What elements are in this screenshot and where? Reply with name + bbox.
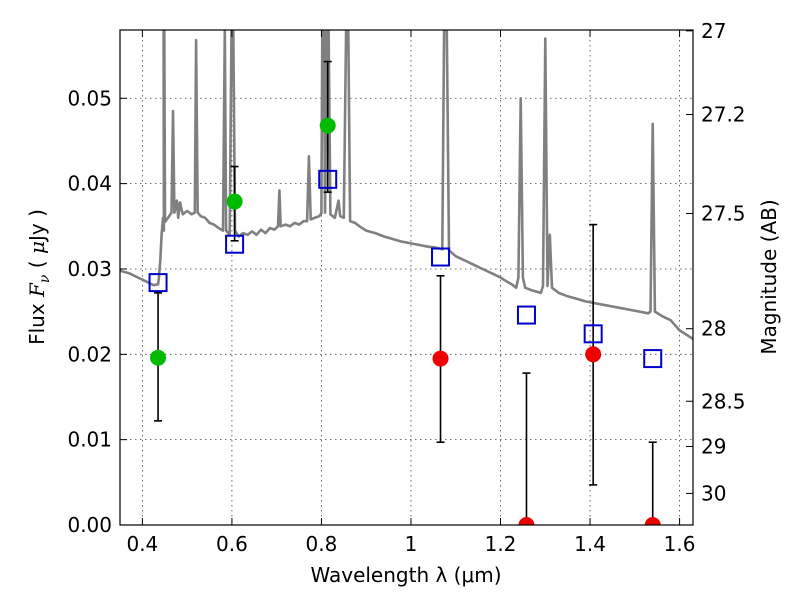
y-tick-label: 0.04 [67,172,112,196]
x-tick-label: 0.4 [126,532,158,556]
right-tick-label: 28.5 [701,389,746,413]
detection-point [319,117,336,134]
x-tick-label: 1 [405,532,418,556]
nondetection-point [585,346,602,363]
model-square [643,349,663,369]
right-tick-label: 30 [701,481,726,505]
nondetection-point [644,517,661,525]
x-tick-label: 1.6 [664,532,696,556]
y-tick-label: 0.01 [67,428,112,452]
right-tick-label: 29 [701,434,726,458]
x-tick-label: 1.4 [574,532,606,556]
x-tick-label: 0.8 [306,532,338,556]
detection-point [150,349,167,366]
model-square [583,324,603,344]
x-tick-label: 0.6 [216,532,248,556]
model-square [225,234,245,254]
spectrum-line [120,30,693,340]
y-axis-label: Flux Fν ( μJy ) [25,209,53,345]
y-label-part: ν [37,274,53,283]
right-axis-label: Magnitude (AB) [757,199,781,354]
model-square [148,273,168,293]
right-tick-label: 27.2 [701,102,746,126]
right-tick-label: 28 [701,317,726,341]
y-tick-label: 0.02 [67,342,112,366]
detection-point [226,193,243,210]
y-label-part: μ [25,241,49,254]
model-square [431,247,451,267]
plot-area [120,30,693,525]
axes: 0.4 0.6 0.8 1 1.2 1.4 1.6 0.00 0.01 0.02 0.03 0.04 0… [67,19,745,556]
nondetection-point [432,350,449,367]
x-tick-label: 1.2 [485,532,517,556]
model-square [318,169,338,189]
y-label-part: ( [25,254,49,275]
y-tick-label: 0.03 [67,257,112,281]
y-tick-label: 0.00 [67,513,112,537]
plot-frame [119,29,694,526]
model-square [516,305,536,325]
y-tick-label: 0.05 [67,86,112,110]
x-axis-label: Wavelength λ (μm) [310,563,501,587]
y-label-part: Flux [25,297,49,345]
nondetection-point [518,517,535,525]
y-label-part: Jy ) [25,209,49,243]
right-tick-label: 27 [701,19,726,43]
y-label-part: F [25,282,49,298]
grid [120,30,693,526]
right-tick-label: 27.5 [701,201,746,225]
